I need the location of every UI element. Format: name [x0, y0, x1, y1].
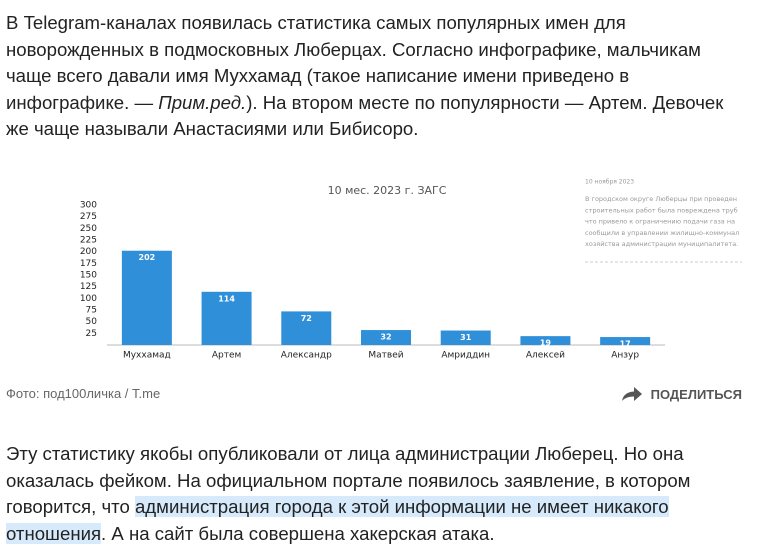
caption: Фото: под100личка / T.me	[6, 386, 161, 401]
y-tick-label: 75	[86, 306, 97, 316]
value-label: 17	[620, 340, 631, 349]
bar	[201, 291, 252, 345]
x-tick-label: Матвей	[368, 351, 403, 361]
text-italic: Прим.ред.	[158, 91, 247, 113]
x-tick-label: Амриддин	[441, 351, 490, 361]
note-line: хозяйства администрации муниципалитета.	[585, 240, 738, 248]
y-tick-label: 100	[80, 294, 97, 304]
share-icon	[621, 387, 642, 401]
value-label: 72	[301, 314, 312, 323]
y-tick-label: 125	[80, 282, 97, 292]
y-tick-label: 275	[80, 212, 97, 222]
x-tick-label: Александр	[281, 351, 332, 361]
value-label: 19	[540, 339, 552, 348]
x-tick-label: Анзур	[611, 351, 639, 361]
bar	[361, 330, 411, 345]
x-tick-label: Муххамад	[123, 351, 171, 361]
note-line: что привело к ограничению подачи газа на	[585, 218, 735, 226]
note-line: сообщили в управлении жилищно-коммунал	[585, 229, 739, 237]
value-label: 32	[380, 333, 391, 342]
note-line: 10 ноября 2023	[585, 179, 634, 186]
note-line: строительных работ была повреждена труб	[585, 206, 738, 214]
y-tick-label: 50	[86, 317, 98, 327]
text: . А на сайт была совершена хакерская ата…	[101, 522, 495, 544]
text: Эту статистику якобы опубликовали от лиц…	[6, 443, 691, 517]
bar	[121, 250, 172, 345]
text: ). На втором месте по популярности — Арт…	[6, 91, 724, 140]
y-tick-label: 175	[80, 259, 97, 269]
bar	[440, 330, 491, 345]
share-button[interactable]: ПОДЕЛИТЬСЯ	[621, 386, 742, 402]
value-label: 202	[139, 253, 156, 262]
paragraph: Эту статистику якобы опубликовали от лиц…	[6, 441, 751, 547]
y-tick-label: 300	[80, 201, 97, 211]
note-line: В городском округе Люберцы при проведен	[585, 195, 737, 203]
value-label: 31	[460, 333, 472, 342]
y-tick-label: 25	[86, 329, 97, 339]
x-tick-label: Алексей	[526, 351, 565, 361]
chart: 10 мес. 2023 г. ЗАГС 10 ноября 2023 В гор…	[80, 179, 742, 361]
value-label: 114	[218, 294, 235, 303]
text: В Telegram-каналах появилась статистика …	[6, 12, 701, 113]
y-tick-label: 250	[80, 224, 97, 234]
share-label: ПОДЕЛИТЬСЯ	[650, 386, 742, 402]
y-tick-label: 150	[80, 271, 97, 281]
bar	[520, 336, 571, 345]
chart-title: 10 мес. 2023 г. ЗАГС	[328, 184, 447, 197]
bar	[281, 311, 332, 345]
note: 10 ноября 2023 В городском округе Люберцы…	[585, 179, 742, 263]
x-tick-label: Артем	[212, 351, 241, 361]
paragraph: В Telegram-каналах появилась статистика …	[6, 10, 751, 143]
bar	[600, 337, 651, 345]
y-tick-label: 225	[80, 236, 97, 246]
y-tick-label: 200	[80, 247, 97, 257]
